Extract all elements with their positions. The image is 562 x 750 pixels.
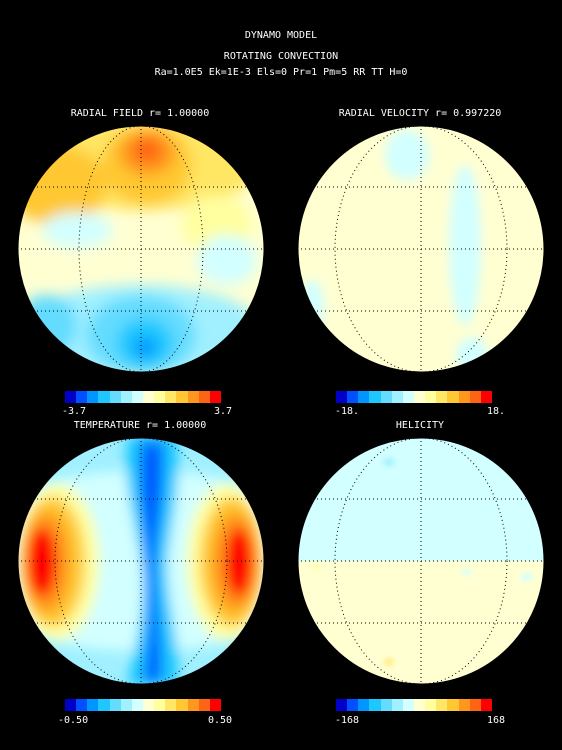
colorbar-max-label: 3.7	[214, 406, 233, 417]
panel-title-radial-velocity: RADIAL VELOCITY r= 0.997220	[338, 108, 502, 119]
colorbar-swatch	[120, 699, 132, 711]
colorbar-swatch	[358, 699, 370, 711]
colorbar-swatch	[436, 391, 448, 403]
radial-field-globe	[17, 125, 265, 373]
colorbar-swatch	[120, 391, 132, 403]
colorbar-swatch	[76, 699, 88, 711]
colorbar-swatch	[425, 391, 437, 403]
colorbar-swatch	[347, 391, 359, 403]
panel-title-temperature: TEMPERATURE r= 1.00000	[73, 420, 207, 431]
colorbar-swatch	[447, 699, 459, 711]
panel-title-radial-field: RADIAL FIELD r= 1.00000	[70, 108, 210, 119]
colorbar-swatch	[480, 391, 492, 403]
colorbar-swatch	[391, 699, 403, 711]
colorbar-swatch	[425, 699, 437, 711]
figure-title: DYNAMO MODEL	[244, 30, 318, 41]
colorbar-swatch	[87, 699, 99, 711]
colorbar-swatch	[131, 391, 143, 403]
colorbar-max-label: 168	[487, 715, 506, 726]
colorbar-swatch	[458, 391, 470, 403]
colorbar-swatch	[154, 391, 166, 403]
colorbar-swatch	[209, 391, 221, 403]
colorbar-swatch	[480, 699, 492, 711]
colorbar-swatch	[109, 699, 121, 711]
colorbar-swatch	[98, 391, 110, 403]
colorbar-swatch	[369, 391, 381, 403]
parameter-line: Ra=1.0E5 Ek=1E-3 Els=0 Pr=1 Pm=5 RR TT H…	[154, 67, 408, 78]
temperature-globe	[17, 437, 265, 685]
colorbar-min-label: -18.	[335, 406, 360, 417]
colorbar-swatch	[65, 699, 77, 711]
helicity-globe	[297, 437, 545, 685]
colorbar-swatch	[402, 699, 414, 711]
colorbar-swatch	[198, 699, 210, 711]
colorbar-swatch	[165, 391, 177, 403]
colorbar-swatch	[380, 391, 392, 403]
colorbar-swatch	[336, 699, 348, 711]
colorbar-min-label: -0.50	[58, 715, 89, 726]
colorbar-swatch	[358, 391, 370, 403]
colorbar-swatch	[447, 391, 459, 403]
colorbar-swatch	[76, 391, 88, 403]
colorbar-min-label: -3.7	[62, 406, 87, 417]
colorbar-swatch	[165, 699, 177, 711]
colorbar-swatch	[380, 699, 392, 711]
colorbar-swatch	[142, 699, 155, 711]
colorbar-swatch	[413, 699, 426, 711]
colorbar-max-label: 0.50	[208, 715, 233, 726]
colorbar-swatch	[65, 391, 77, 403]
colorbar-swatch	[413, 391, 426, 403]
colorbar-swatch	[131, 699, 143, 711]
colorbar-swatch	[469, 391, 481, 403]
colorbar-swatch	[458, 699, 470, 711]
colorbar-swatch	[369, 699, 381, 711]
colorbar-helicity	[336, 699, 492, 711]
colorbar-swatch	[187, 699, 199, 711]
colorbar-swatch	[142, 391, 155, 403]
colorbar-swatch	[98, 699, 110, 711]
colorbar-swatch	[154, 699, 166, 711]
colorbar-swatch	[198, 391, 210, 403]
colorbar-swatch	[176, 699, 188, 711]
colorbar-swatch	[436, 699, 448, 711]
colorbar-swatch	[391, 391, 403, 403]
colorbar-swatch	[109, 391, 121, 403]
colorbar-swatch	[469, 699, 481, 711]
colorbar-swatch	[336, 391, 348, 403]
colorbar-swatch	[187, 391, 199, 403]
colorbar-max-label: 18.	[487, 406, 506, 417]
colorbar-temperature	[65, 699, 221, 711]
colorbar-radial-field	[65, 391, 221, 403]
colorbar-swatch	[347, 699, 359, 711]
colorbar-swatch	[87, 391, 99, 403]
colorbar-min-label: -168	[335, 715, 360, 726]
colorbar-radial-velocity	[336, 391, 492, 403]
colorbar-swatch	[209, 699, 221, 711]
panel-title-helicity: HELICITY	[395, 420, 445, 431]
radial-velocity-globe	[297, 125, 545, 373]
colorbar-swatch	[176, 391, 188, 403]
figure-subtitle: ROTATING CONVECTION	[223, 51, 339, 62]
colorbar-swatch	[402, 391, 414, 403]
